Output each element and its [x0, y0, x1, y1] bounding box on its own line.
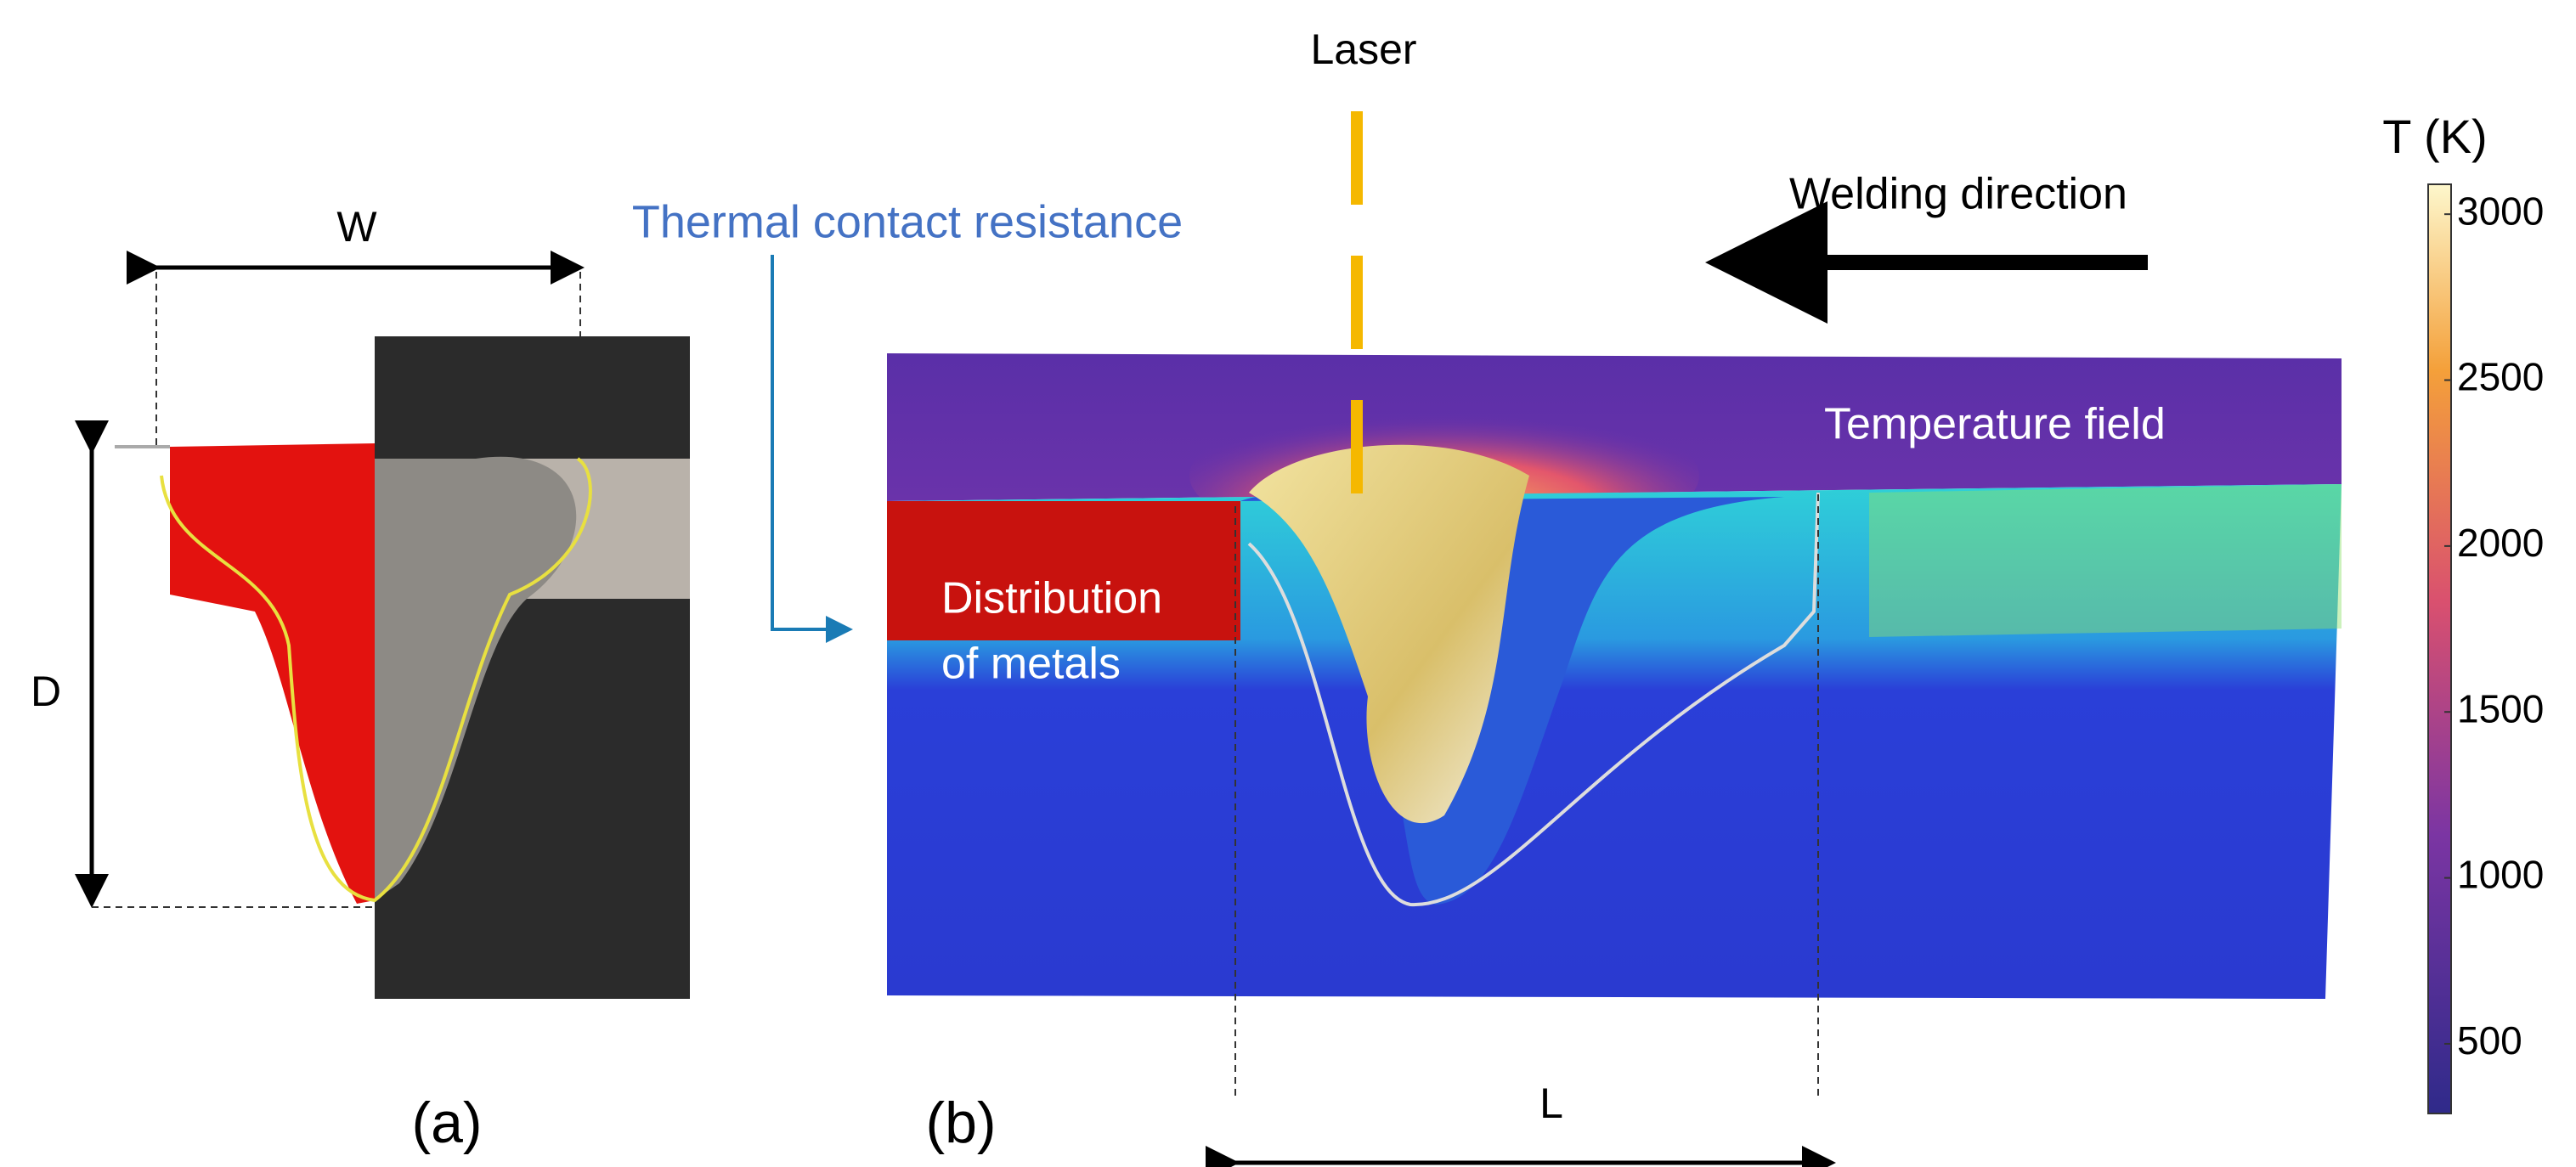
- contact-label: Thermal contact resistance: [632, 196, 1183, 247]
- caption: (a): [411, 1091, 482, 1155]
- direction-label: Welding direction: [1789, 170, 2127, 219]
- length-label: L: [1539, 1080, 1563, 1127]
- tick-label: 2500: [2457, 355, 2544, 399]
- colorbar-scale: [2428, 184, 2451, 1113]
- depth-label: D: [31, 668, 61, 715]
- panel-b: Laser Welding direction Thermal contact …: [632, 25, 2342, 1163]
- contact-pointer: [772, 255, 850, 629]
- tick-label: 1500: [2457, 686, 2544, 730]
- tick-label: 3000: [2457, 189, 2544, 233]
- tick-label: 500: [2457, 1018, 2522, 1063]
- hot-band: [1869, 484, 2342, 637]
- panel-a: W D (a): [31, 203, 690, 1155]
- width-label: W: [336, 203, 377, 251]
- simulated-zone: [170, 443, 375, 904]
- tick-label: 1000: [2457, 853, 2544, 897]
- metals-label: Distribution: [941, 574, 1162, 623]
- caption: (b): [925, 1091, 996, 1155]
- figure: W D (a) Laser Welding direction Thermal …: [0, 0, 2576, 1167]
- metals-label: of metals: [941, 640, 1121, 689]
- laser-label: Laser: [1310, 25, 1416, 73]
- field-label: Temperature field: [1824, 400, 2166, 449]
- colorbar: T (K) 500 1000 1500 2000 2500 3000: [2382, 110, 2544, 1113]
- colorbar-title: T (K): [2382, 110, 2487, 163]
- tick-label: 2000: [2457, 521, 2544, 565]
